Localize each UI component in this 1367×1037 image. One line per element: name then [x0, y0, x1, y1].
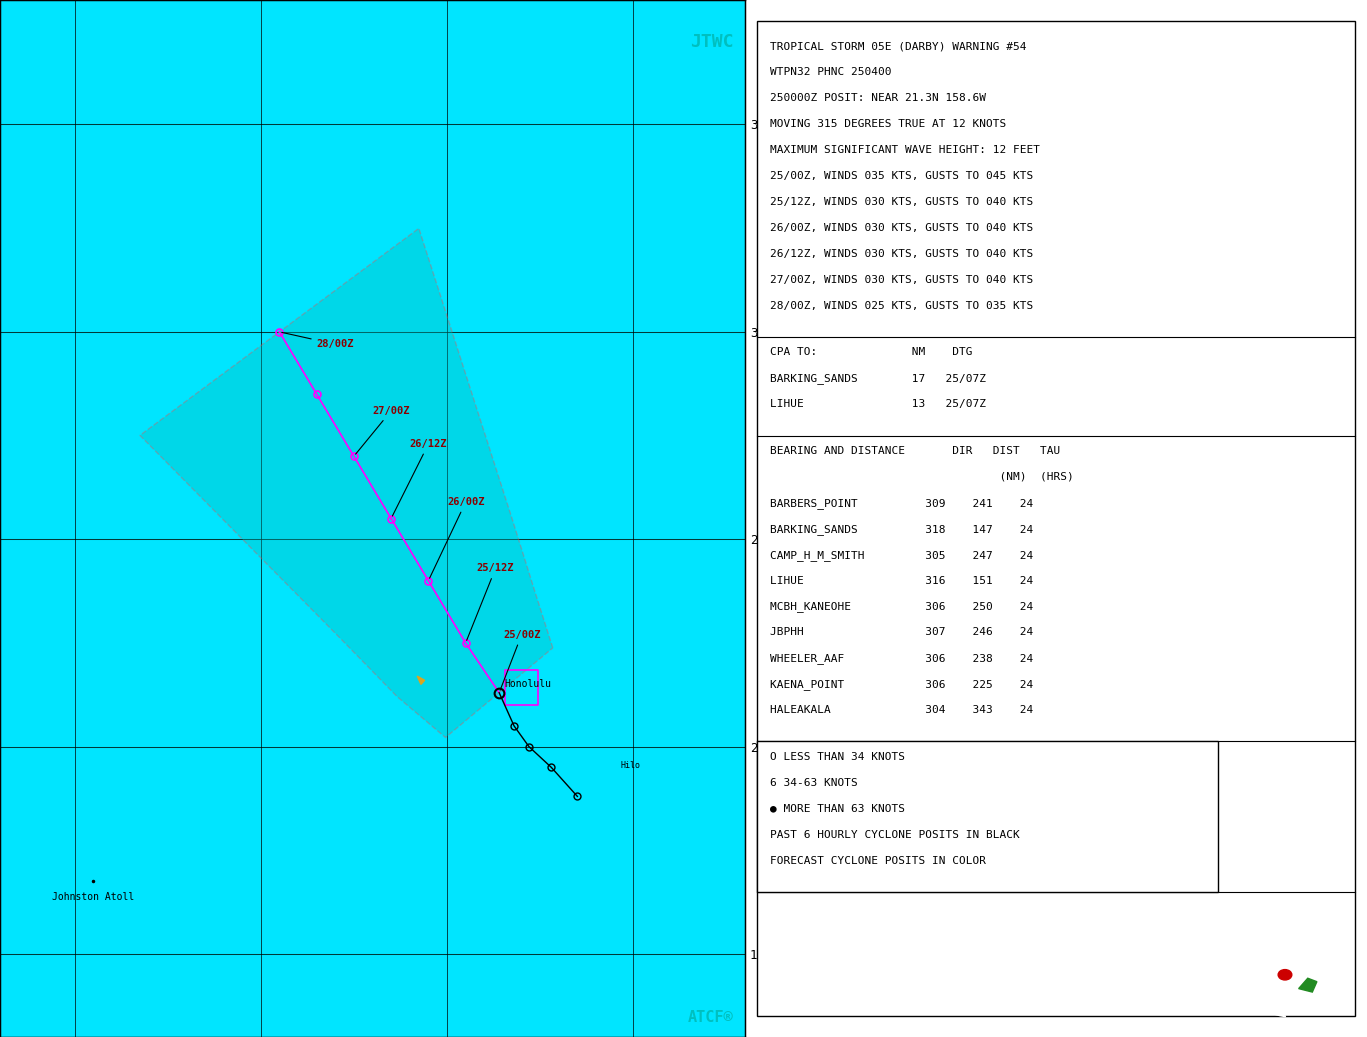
Text: 25/00Z, WINDS 035 KTS, GUSTS TO 045 KTS: 25/00Z, WINDS 035 KTS, GUSTS TO 045 KTS [770, 171, 1033, 181]
Text: TROPICAL STORM 05E (DARBY) WARNING #54: TROPICAL STORM 05E (DARBY) WARNING #54 [770, 41, 1027, 52]
Text: 26/12Z, WINDS 030 KTS, GUSTS TO 040 KTS: 26/12Z, WINDS 030 KTS, GUSTS TO 040 KTS [770, 249, 1033, 259]
Text: 25/00Z: 25/00Z [500, 629, 540, 691]
Text: ● MORE THAN 63 KNOTS: ● MORE THAN 63 KNOTS [770, 804, 905, 814]
Text: 25/12Z, WINDS 030 KTS, GUSTS TO 040 KTS: 25/12Z, WINDS 030 KTS, GUSTS TO 040 KTS [770, 197, 1033, 207]
Text: KAENA_POINT            306    225    24: KAENA_POINT 306 225 24 [770, 679, 1033, 691]
Text: O LESS THAN 34 KNOTS: O LESS THAN 34 KNOTS [770, 752, 905, 762]
Text: CPA TO:              NM    DTG: CPA TO: NM DTG [770, 347, 972, 358]
Text: BARBERS_POINT          309    241    24: BARBERS_POINT 309 241 24 [770, 498, 1033, 509]
Text: 26/00Z: 26/00Z [429, 497, 484, 579]
Text: BARKING_SANDS          318    147    24: BARKING_SANDS 318 147 24 [770, 524, 1033, 535]
Text: 250000Z POSIT: NEAR 21.3N 158.6W: 250000Z POSIT: NEAR 21.3N 158.6W [770, 93, 986, 104]
Text: LIHUE                13   25/07Z: LIHUE 13 25/07Z [770, 399, 986, 410]
Text: 26/12Z: 26/12Z [392, 439, 447, 516]
Text: 27/00Z, WINDS 030 KTS, GUSTS TO 040 KTS: 27/00Z, WINDS 030 KTS, GUSTS TO 040 KTS [770, 275, 1033, 285]
Text: 25/12Z: 25/12Z [466, 563, 514, 641]
Text: 26/00Z, WINDS 030 KTS, GUSTS TO 040 KTS: 26/00Z, WINDS 030 KTS, GUSTS TO 040 KTS [770, 223, 1033, 233]
Text: JBPHH                  307    246    24: JBPHH 307 246 24 [770, 627, 1033, 638]
Text: BEARING AND DISTANCE       DIR   DIST   TAU: BEARING AND DISTANCE DIR DIST TAU [770, 446, 1061, 456]
Text: ATCF®: ATCF® [688, 1010, 734, 1025]
Text: 28/00Z: 28/00Z [282, 333, 354, 349]
Polygon shape [139, 228, 552, 737]
Circle shape [1278, 970, 1292, 980]
Text: ● MORE THAN 63 KNOTS: ● MORE THAN 63 KNOTS [770, 804, 905, 814]
Text: Johnston Atoll: Johnston Atoll [52, 892, 134, 902]
Text: CAMP_H_M_SMITH         305    247    24: CAMP_H_M_SMITH 305 247 24 [770, 550, 1033, 561]
Polygon shape [417, 676, 425, 684]
Text: 28/00Z, WINDS 025 KTS, GUSTS TO 035 KTS: 28/00Z, WINDS 025 KTS, GUSTS TO 035 KTS [770, 301, 1033, 311]
Text: FORECAST CYCLONE POSITS IN COLOR: FORECAST CYCLONE POSITS IN COLOR [770, 856, 986, 866]
Text: WTPN32 PHNC 250400: WTPN32 PHNC 250400 [770, 67, 891, 78]
Text: PAST 6 HOURLY CYCLONE POSITS IN BLACK: PAST 6 HOURLY CYCLONE POSITS IN BLACK [770, 830, 1020, 840]
Text: MOVING 315 DEGREES TRUE AT 12 KNOTS: MOVING 315 DEGREES TRUE AT 12 KNOTS [770, 119, 1006, 130]
Text: Honolulu: Honolulu [504, 679, 552, 690]
Text: BARKING_SANDS        17   25/07Z: BARKING_SANDS 17 25/07Z [770, 373, 986, 385]
Text: PAST 6 HOURLY CYCLONE POSITS IN BLACK: PAST 6 HOURLY CYCLONE POSITS IN BLACK [770, 830, 1020, 840]
Circle shape [1274, 966, 1296, 983]
Text: 6 34-63 KNOTS: 6 34-63 KNOTS [770, 778, 857, 788]
Text: HALEAKALA              304    343    24: HALEAKALA 304 343 24 [770, 705, 1033, 716]
Text: FORECAST CYCLONE POSITS IN COLOR: FORECAST CYCLONE POSITS IN COLOR [770, 856, 986, 866]
Text: WHEELER_AAF            306    238    24: WHEELER_AAF 306 238 24 [770, 653, 1033, 665]
Text: MCBH_KANEOHE           306    250    24: MCBH_KANEOHE 306 250 24 [770, 601, 1033, 613]
Text: O LESS THAN 34 KNOTS: O LESS THAN 34 KNOTS [770, 752, 905, 762]
Text: (NM)  (HRS): (NM) (HRS) [770, 472, 1073, 482]
Text: JTWC: JTWC [690, 33, 734, 51]
Text: LIHUE                  316    151    24: LIHUE 316 151 24 [770, 576, 1033, 586]
Text: Hilo: Hilo [621, 761, 641, 770]
Text: MAXIMUM SIGNIFICANT WAVE HEIGHT: 12 FEET: MAXIMUM SIGNIFICANT WAVE HEIGHT: 12 FEET [770, 145, 1040, 156]
Text: 6 34-63 KNOTS: 6 34-63 KNOTS [770, 778, 857, 788]
Polygon shape [1299, 978, 1316, 992]
FancyBboxPatch shape [757, 741, 1218, 892]
FancyBboxPatch shape [757, 21, 1355, 1016]
Text: 27/00Z: 27/00Z [355, 405, 410, 454]
